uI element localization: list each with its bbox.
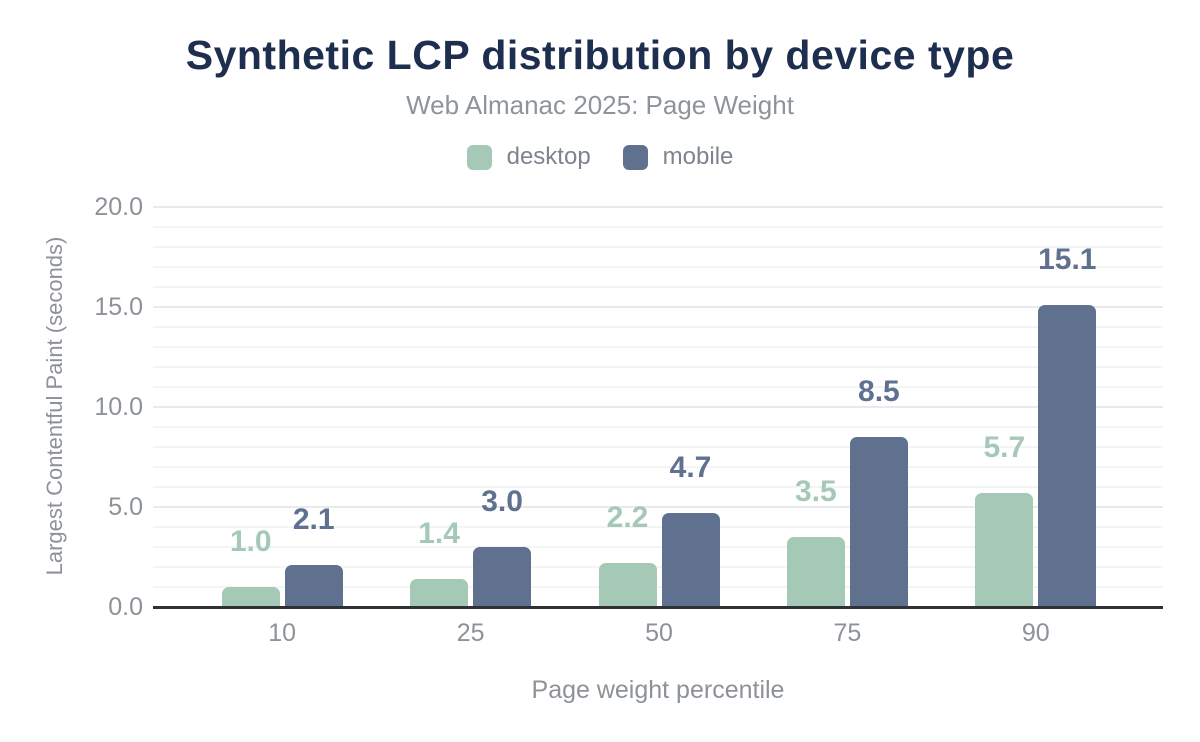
legend-item-mobile[interactable]: mobile [622, 143, 734, 171]
minor-gridline-14 [153, 326, 1163, 328]
chart-subtitle: Web Almanac 2025: Page Weight [406, 90, 794, 120]
y-tick-label-5.0: 5.0 [108, 493, 143, 521]
minor-gridline-6 [153, 486, 1163, 488]
bar-mobile-p75[interactable] [849, 437, 908, 607]
minor-gridline-4 [153, 526, 1163, 528]
major-gridline-20 [153, 206, 1163, 208]
bar-desktop-p50[interactable] [598, 563, 657, 607]
minor-gridline-16 [153, 286, 1163, 288]
x-tick-label-10: 10 [268, 619, 297, 647]
minor-gridline-11 [153, 386, 1163, 388]
minor-gridline-18 [153, 246, 1163, 248]
minor-gridline-2 [153, 566, 1163, 568]
y-tick-label-0.0: 0.0 [108, 593, 143, 621]
bar-mobile-p10[interactable] [284, 565, 343, 607]
bar-mobile-p50[interactable] [661, 513, 720, 607]
value-label-mobile-p90: 15.1 [1038, 243, 1097, 276]
y-tick-label-20.0: 20.0 [94, 193, 143, 221]
bar-desktop-p25[interactable] [410, 579, 469, 607]
x-tick-label-25: 25 [456, 619, 485, 647]
legend-label-mobile: mobile [662, 143, 734, 170]
minor-gridline-17 [153, 266, 1163, 268]
legend: desktop mobile [0, 143, 1200, 171]
minor-gridline-1 [153, 586, 1163, 588]
value-label-desktop-p90: 5.7 [983, 431, 1026, 464]
major-gridline-15 [153, 306, 1163, 308]
y-tick-label-10.0: 10.0 [94, 393, 143, 421]
minor-gridline-7 [153, 466, 1163, 468]
value-label-desktop-p25: 1.4 [418, 517, 460, 550]
bar-mobile-p25[interactable] [473, 547, 532, 607]
mobile-series-swatch [622, 144, 648, 170]
x-tick-label-90: 90 [1021, 619, 1050, 647]
x-tick-label-50: 50 [645, 619, 673, 647]
value-label-mobile-p10: 2.1 [292, 503, 335, 536]
minor-gridline-8 [153, 446, 1163, 448]
value-label-mobile-p75: 8.5 [858, 375, 900, 408]
value-label-desktop-p50: 2.2 [606, 501, 649, 534]
bar-desktop-p75[interactable] [786, 537, 845, 607]
x-axis-title: Page weight percentile [531, 676, 785, 704]
minor-gridline-3 [153, 546, 1163, 548]
value-label-desktop-p10: 1.0 [229, 525, 272, 558]
major-gridline-10 [153, 406, 1163, 408]
legend-item-desktop[interactable]: desktop [466, 143, 591, 171]
legend-label-desktop: desktop [506, 143, 591, 170]
minor-gridline-12 [153, 366, 1163, 368]
value-label-mobile-p50: 4.7 [669, 451, 712, 484]
bar-desktop-p10[interactable] [221, 587, 280, 607]
x-tick-label-75: 75 [833, 619, 862, 647]
bar-desktop-p90[interactable] [975, 493, 1034, 607]
x-axis-line [153, 606, 1163, 609]
value-label-desktop-p75: 3.5 [795, 475, 837, 508]
minor-gridline-13 [153, 346, 1163, 348]
minor-gridline-9 [153, 426, 1163, 428]
y-tick-label-15.0: 15.0 [94, 293, 143, 321]
value-label-mobile-p25: 3.0 [481, 485, 523, 518]
minor-gridline-19 [153, 226, 1163, 228]
desktop-series-swatch [466, 144, 492, 170]
major-gridline-5 [153, 506, 1163, 508]
bar-mobile-p90[interactable] [1038, 305, 1097, 607]
chart-title: Synthetic LCP distribution by device typ… [185, 32, 1015, 78]
